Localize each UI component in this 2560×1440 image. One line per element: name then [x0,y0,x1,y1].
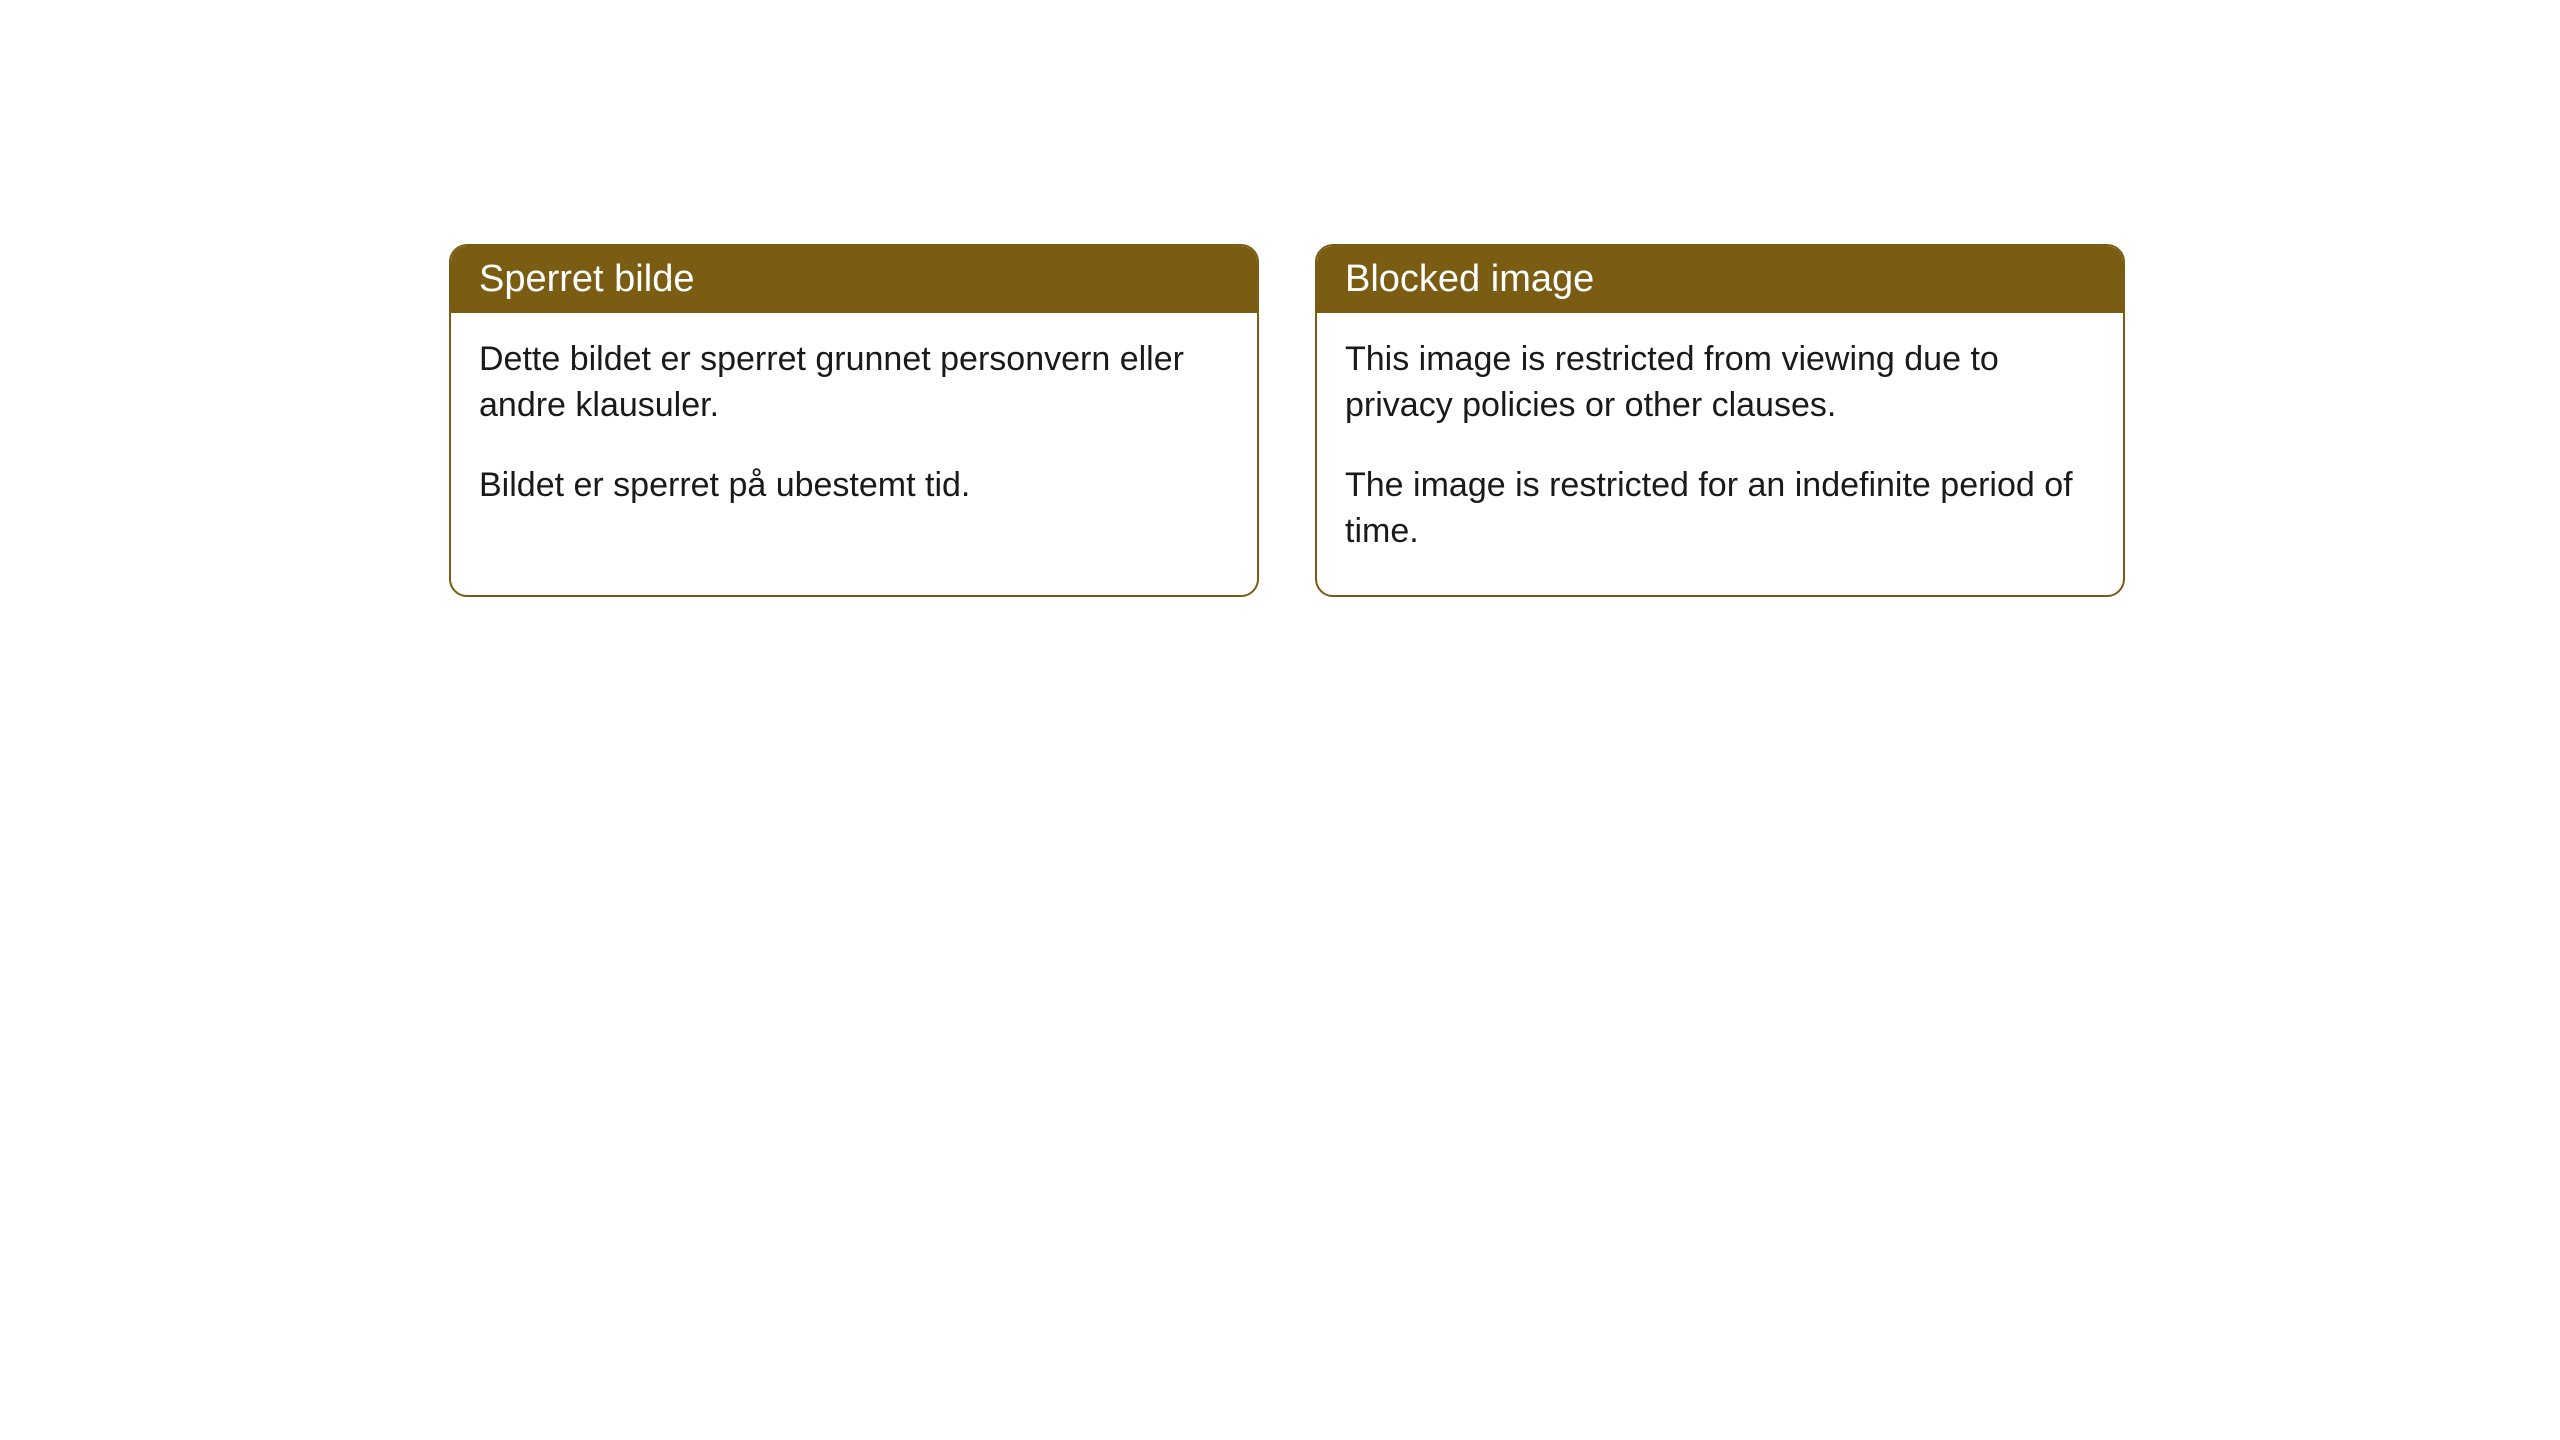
card-text-en-2: The image is restricted for an indefinit… [1345,463,2095,555]
blocked-image-card-en: Blocked image This image is restricted f… [1315,244,2125,597]
card-title-en: Blocked image [1345,258,1594,300]
card-body-no: Dette bildet er sperret grunnet personve… [451,313,1257,549]
card-body-en: This image is restricted from viewing du… [1317,313,2123,595]
blocked-image-card-no: Sperret bilde Dette bildet er sperret gr… [449,244,1259,597]
card-text-no-1: Dette bildet er sperret grunnet personve… [479,337,1229,429]
card-title-no: Sperret bilde [479,258,694,300]
card-text-en-1: This image is restricted from viewing du… [1345,337,2095,429]
cards-container: Sperret bilde Dette bildet er sperret gr… [449,244,2125,597]
card-header-en: Blocked image [1317,246,2123,313]
card-header-no: Sperret bilde [451,246,1257,313]
card-text-no-2: Bildet er sperret på ubestemt tid. [479,463,1229,509]
